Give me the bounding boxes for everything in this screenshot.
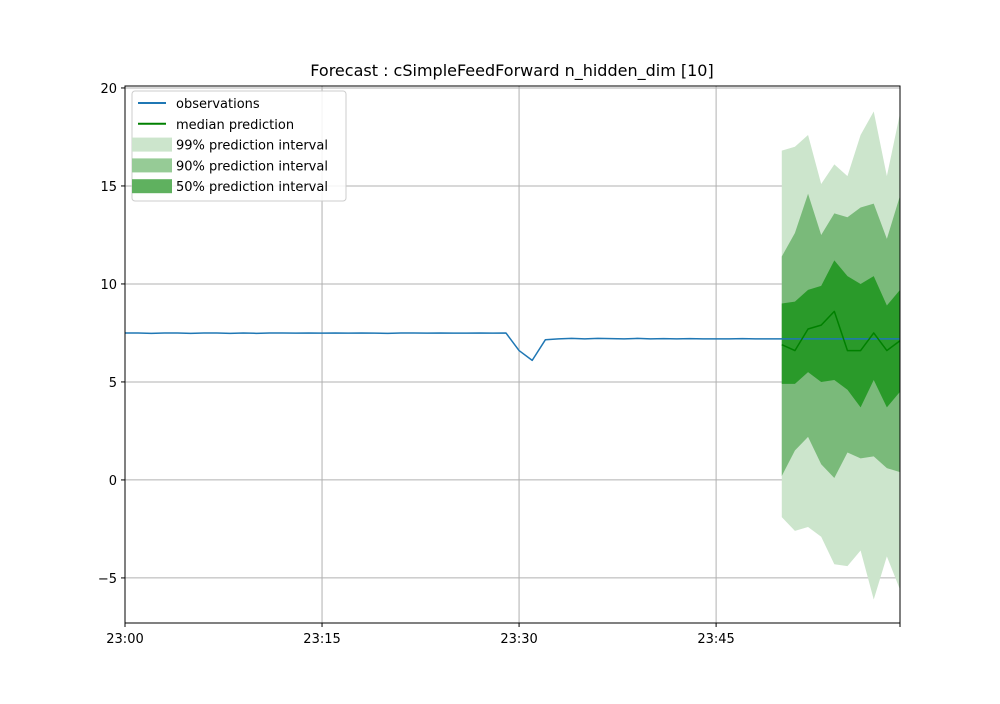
legend-band-swatch <box>132 158 172 173</box>
plot-frame <box>124 85 901 624</box>
legend-item: 90% prediction interval <box>132 158 328 174</box>
legend-item: observations <box>138 97 260 112</box>
legend-label: 99% prediction interval <box>176 139 328 154</box>
y-tick-label: −5 <box>98 572 117 587</box>
x-tick-label: 23:15 <box>303 632 340 647</box>
y-tick-label: 5 <box>109 376 117 391</box>
legend-item: 99% prediction interval <box>132 137 328 154</box>
x-tick-label: 23:00 <box>106 632 143 647</box>
legend: observations median prediction 99% predict… <box>131 90 347 202</box>
legend-band-swatch <box>132 179 172 194</box>
legend-label: observations <box>176 97 260 112</box>
y-tick-label: 20 <box>100 82 117 97</box>
x-tick-label: 23:30 <box>500 632 537 647</box>
x-tick-label: 23:45 <box>697 632 734 647</box>
y-tick-label: 10 <box>100 278 117 293</box>
prediction-intervals <box>781 111 900 600</box>
band-50-percent <box>781 260 900 408</box>
legend-label: median prediction <box>176 118 294 133</box>
legend-band-swatch <box>132 137 172 152</box>
y-tick-label: 15 <box>100 180 117 195</box>
axis-ticks: 23:00 23:15 23:30 23:45 −5 0 5 10 15 20 <box>98 82 901 647</box>
chart-title: Forecast : cSimpleFeedForward n_hidden_d… <box>310 61 713 81</box>
grid-lines <box>124 86 900 623</box>
legend-label: 90% prediction interval <box>176 159 328 174</box>
median-prediction-line <box>781 310 901 352</box>
legend-item: 50% prediction interval <box>132 179 328 195</box>
observations-line <box>125 332 900 362</box>
series-lines <box>125 310 901 362</box>
y-tick-label: 0 <box>109 474 117 489</box>
legend-item: median prediction <box>138 118 294 133</box>
legend-label: 50% prediction interval <box>176 180 328 195</box>
